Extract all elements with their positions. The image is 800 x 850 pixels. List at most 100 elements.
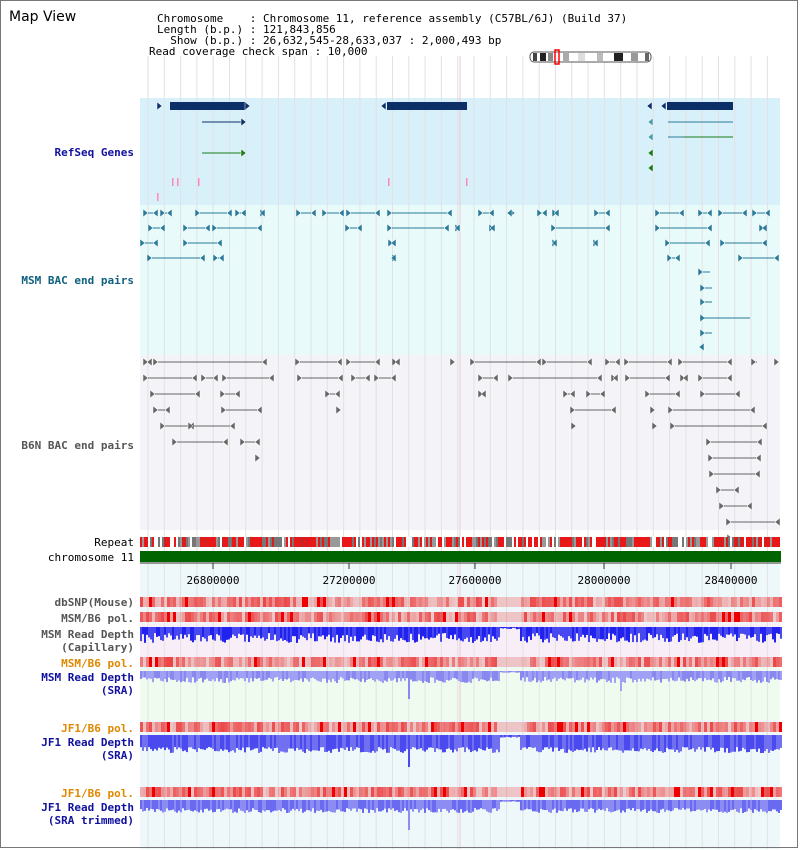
jf1-sra-depth-bar xyxy=(666,735,668,748)
chromosome-info: Chromosome : Chromosome 11, reference as… xyxy=(157,12,628,25)
msm-pol-capillary-cell xyxy=(455,612,458,622)
jf1-pol-cell xyxy=(617,722,620,732)
msm-capillary-depth-bar xyxy=(742,627,744,634)
msm-pol-sra-cell xyxy=(383,657,386,667)
b6n-bac-end xyxy=(477,373,484,383)
jf1-pol-cell xyxy=(467,722,470,732)
msm-capillary-depth-bar xyxy=(574,627,576,642)
dbsnp-label[interactable]: dbSNP(Mouse) xyxy=(54,596,134,609)
jf1-sra-depth-bar xyxy=(314,735,316,751)
msm-sra-depth-bar xyxy=(188,671,190,683)
msm-pol-capillary-cell xyxy=(572,612,575,622)
jf1-pol-cell xyxy=(347,722,350,732)
repeat-segment xyxy=(284,537,286,547)
b6n-bac-end xyxy=(345,357,352,367)
jf1-pol-cell xyxy=(515,722,518,732)
b6n-bac-end-pairs-label[interactable]: B6N BAC end pairs xyxy=(21,439,134,452)
msm-sra-depth-bar xyxy=(482,671,484,680)
jf1-pol-trimmed-cell xyxy=(572,787,575,797)
msm-capillary-depth-bar xyxy=(168,627,170,634)
jf1-trimmed-depth-bar xyxy=(374,800,376,813)
jf1-pol-cell xyxy=(608,722,611,732)
jf1-pol-cell xyxy=(752,722,755,732)
right-margin xyxy=(780,0,798,849)
msm-capillary-depth-bar xyxy=(292,627,294,637)
msm-pol-capillary-cell xyxy=(224,612,227,622)
msm-capillary-depth-bar xyxy=(718,627,720,634)
jf1-b6-pol-trimmed-label[interactable]: JF1/B6 pol. xyxy=(61,787,134,800)
jf1-trimmed-depth-bar xyxy=(756,800,758,811)
msm-read-depth-capillary-label[interactable]: MSM Read Depth (Capillary) xyxy=(41,628,134,654)
jf1-pol-trimmed-cell xyxy=(428,787,431,797)
msm-capillary-depth-bar xyxy=(240,627,242,635)
jf1-pol-cell xyxy=(500,722,503,732)
jf1-pol-trimmed-cell xyxy=(236,787,239,797)
msm-sra-depth-bar xyxy=(424,671,426,682)
jf1-pol-trimmed-cell xyxy=(383,787,386,797)
b6n-bac-end xyxy=(268,373,275,383)
msm-read-depth-sra-label[interactable]: MSM Read Depth (SRA) xyxy=(41,671,134,697)
jf1-sra-depth-bar xyxy=(372,735,374,751)
dbsnp-density-cell xyxy=(602,597,605,607)
msm-capillary-depth-bar xyxy=(468,627,470,642)
jf1-pol-cell xyxy=(251,722,254,732)
jf1-pol-cell xyxy=(485,722,488,732)
msm-bac-end xyxy=(773,253,780,263)
msm-sra-depth-bar xyxy=(232,671,234,680)
msm-sra-depth-bar xyxy=(208,671,210,681)
jf1-pol-cell xyxy=(179,722,182,732)
jf1-trimmed-depth-bar xyxy=(620,800,622,813)
jf1-trimmed-depth-bar xyxy=(296,800,298,809)
jf1-trimmed-depth-bar xyxy=(764,800,766,812)
jf1-trimmed-depth-bar xyxy=(308,800,310,811)
msm-bac-end xyxy=(604,208,611,218)
jf1-trimmed-depth-bar xyxy=(722,800,724,813)
jf1-trimmed-depth-bar xyxy=(384,800,386,809)
msm-sra-depth-bar xyxy=(648,671,650,680)
jf1-trimmed-depth-bar xyxy=(682,800,684,809)
jf1-trimmed-depth-bar xyxy=(780,800,782,810)
msm-pol-sra-cell xyxy=(347,657,350,667)
dbsnp-density-cell xyxy=(407,597,410,607)
msm-pol-capillary-cell xyxy=(344,612,347,622)
repeat-segment xyxy=(342,537,344,547)
msm-capillary-depth-bar xyxy=(594,627,596,639)
jf1-pol-trimmed-cell xyxy=(524,787,527,797)
msm-bac-end xyxy=(310,208,317,218)
jf1-pol-cell xyxy=(734,722,737,732)
msm-capillary-depth-bar xyxy=(622,627,624,638)
jf1-trimmed-depth-bar xyxy=(442,800,444,810)
jf1-trimmed-depth-bar xyxy=(616,800,618,811)
jf1-pol-trimmed-cell xyxy=(488,787,491,797)
jf1-pol-cell xyxy=(242,722,245,732)
dbsnp-density-cell xyxy=(236,597,239,607)
repeat-segment xyxy=(230,537,232,547)
repeat-segment xyxy=(722,537,724,547)
msm-capillary-depth-bar xyxy=(576,627,578,634)
msm-capillary-depth-bar xyxy=(222,627,224,642)
repeat-segment xyxy=(200,537,202,547)
jf1-read-depth-trimmed-label[interactable]: JF1 Read Depth (SRA trimmed) xyxy=(41,801,134,827)
jf1-pol-cell xyxy=(503,722,506,732)
jf1-read-depth-sra-label[interactable]: JF1 Read Depth (SRA) xyxy=(41,736,134,762)
jf1-pol-trimmed-cell xyxy=(674,787,677,797)
msm-sra-depth-bar xyxy=(380,671,382,682)
msm-pol-capillary-cell xyxy=(161,612,164,622)
repeat-segment xyxy=(526,537,528,547)
msm-b6-pol-capillary-label[interactable]: MSM/B6 pol. xyxy=(61,612,134,625)
msm-capillary-depth-bar xyxy=(756,627,758,641)
refseq-genes-label[interactable]: RefSeq Genes xyxy=(54,146,134,159)
jf1-pol-cell xyxy=(401,722,404,732)
msm-b6-pol-sra-label[interactable]: MSM/B6 pol. xyxy=(61,657,134,670)
jf1-pol-trimmed-cell xyxy=(350,787,353,797)
msm-pol-sra-cell xyxy=(542,657,545,667)
jf1-sra-depth-bar xyxy=(240,735,242,751)
repeat-segment xyxy=(626,537,628,547)
msm-bac-end-pairs-label[interactable]: MSM BAC end pairs xyxy=(21,274,134,287)
jf1-trimmed-depth-bar xyxy=(408,800,410,830)
jf1-b6-pol-label[interactable]: JF1/B6 pol. xyxy=(61,722,134,735)
jf1-sra-depth-bar xyxy=(536,735,538,752)
jf1-pol-trimmed-cell xyxy=(614,787,617,797)
dbsnp-density-cell xyxy=(209,597,212,607)
